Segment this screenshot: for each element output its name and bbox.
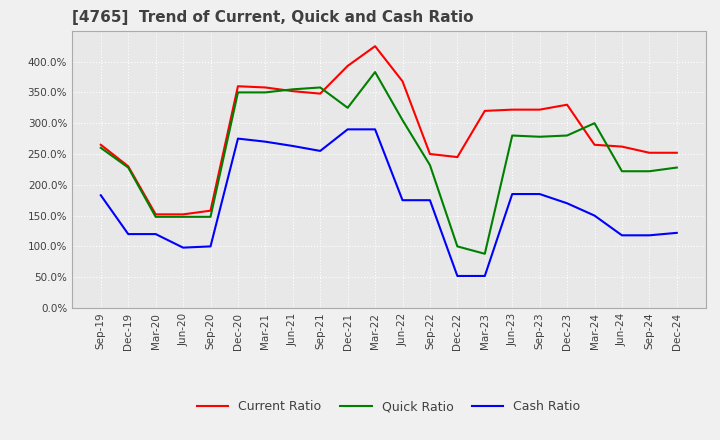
Cash Ratio	[371, 127, 379, 132]
Quick Ratio	[371, 70, 379, 75]
Quick Ratio	[536, 134, 544, 139]
Cash Ratio	[151, 231, 160, 237]
Line: Current Ratio: Current Ratio	[101, 46, 677, 214]
Cash Ratio	[233, 136, 242, 141]
Quick Ratio	[289, 87, 297, 92]
Cash Ratio	[618, 233, 626, 238]
Current Ratio	[343, 63, 352, 69]
Cash Ratio	[536, 191, 544, 197]
Current Ratio	[508, 107, 516, 112]
Cash Ratio	[672, 230, 681, 235]
Current Ratio	[590, 142, 599, 147]
Current Ratio	[206, 208, 215, 213]
Line: Cash Ratio: Cash Ratio	[101, 129, 677, 276]
Current Ratio	[618, 144, 626, 149]
Cash Ratio	[453, 273, 462, 279]
Quick Ratio	[590, 121, 599, 126]
Current Ratio	[179, 212, 187, 217]
Quick Ratio	[618, 169, 626, 174]
Cash Ratio	[289, 143, 297, 149]
Current Ratio	[563, 102, 572, 107]
Quick Ratio	[124, 165, 132, 170]
Cash Ratio	[206, 244, 215, 249]
Quick Ratio	[453, 244, 462, 249]
Cash Ratio	[590, 213, 599, 218]
Quick Ratio	[563, 133, 572, 138]
Current Ratio	[316, 91, 325, 96]
Current Ratio	[398, 79, 407, 84]
Cash Ratio	[96, 193, 105, 198]
Cash Ratio	[645, 233, 654, 238]
Quick Ratio	[426, 162, 434, 168]
Cash Ratio	[124, 231, 132, 237]
Current Ratio	[426, 151, 434, 157]
Cash Ratio	[563, 201, 572, 206]
Cash Ratio	[480, 273, 489, 279]
Quick Ratio	[316, 85, 325, 90]
Cash Ratio	[508, 191, 516, 197]
Quick Ratio	[96, 145, 105, 150]
Current Ratio	[124, 164, 132, 169]
Current Ratio	[672, 150, 681, 155]
Quick Ratio	[398, 117, 407, 123]
Cash Ratio	[426, 198, 434, 203]
Cash Ratio	[179, 245, 187, 250]
Current Ratio	[261, 85, 270, 90]
Quick Ratio	[343, 105, 352, 110]
Text: [4765]  Trend of Current, Quick and Cash Ratio: [4765] Trend of Current, Quick and Cash …	[72, 11, 474, 26]
Current Ratio	[289, 88, 297, 94]
Quick Ratio	[508, 133, 516, 138]
Quick Ratio	[206, 214, 215, 220]
Current Ratio	[645, 150, 654, 155]
Line: Quick Ratio: Quick Ratio	[101, 72, 677, 254]
Current Ratio	[371, 44, 379, 49]
Quick Ratio	[672, 165, 681, 170]
Current Ratio	[480, 108, 489, 114]
Quick Ratio	[261, 90, 270, 95]
Current Ratio	[233, 84, 242, 89]
Cash Ratio	[316, 148, 325, 154]
Quick Ratio	[480, 251, 489, 257]
Legend: Current Ratio, Quick Ratio, Cash Ratio: Current Ratio, Quick Ratio, Cash Ratio	[192, 395, 585, 418]
Quick Ratio	[179, 214, 187, 220]
Cash Ratio	[398, 198, 407, 203]
Cash Ratio	[261, 139, 270, 144]
Current Ratio	[96, 142, 105, 147]
Current Ratio	[151, 212, 160, 217]
Quick Ratio	[645, 169, 654, 174]
Quick Ratio	[233, 90, 242, 95]
Cash Ratio	[343, 127, 352, 132]
Current Ratio	[536, 107, 544, 112]
Current Ratio	[453, 154, 462, 160]
Quick Ratio	[151, 214, 160, 220]
